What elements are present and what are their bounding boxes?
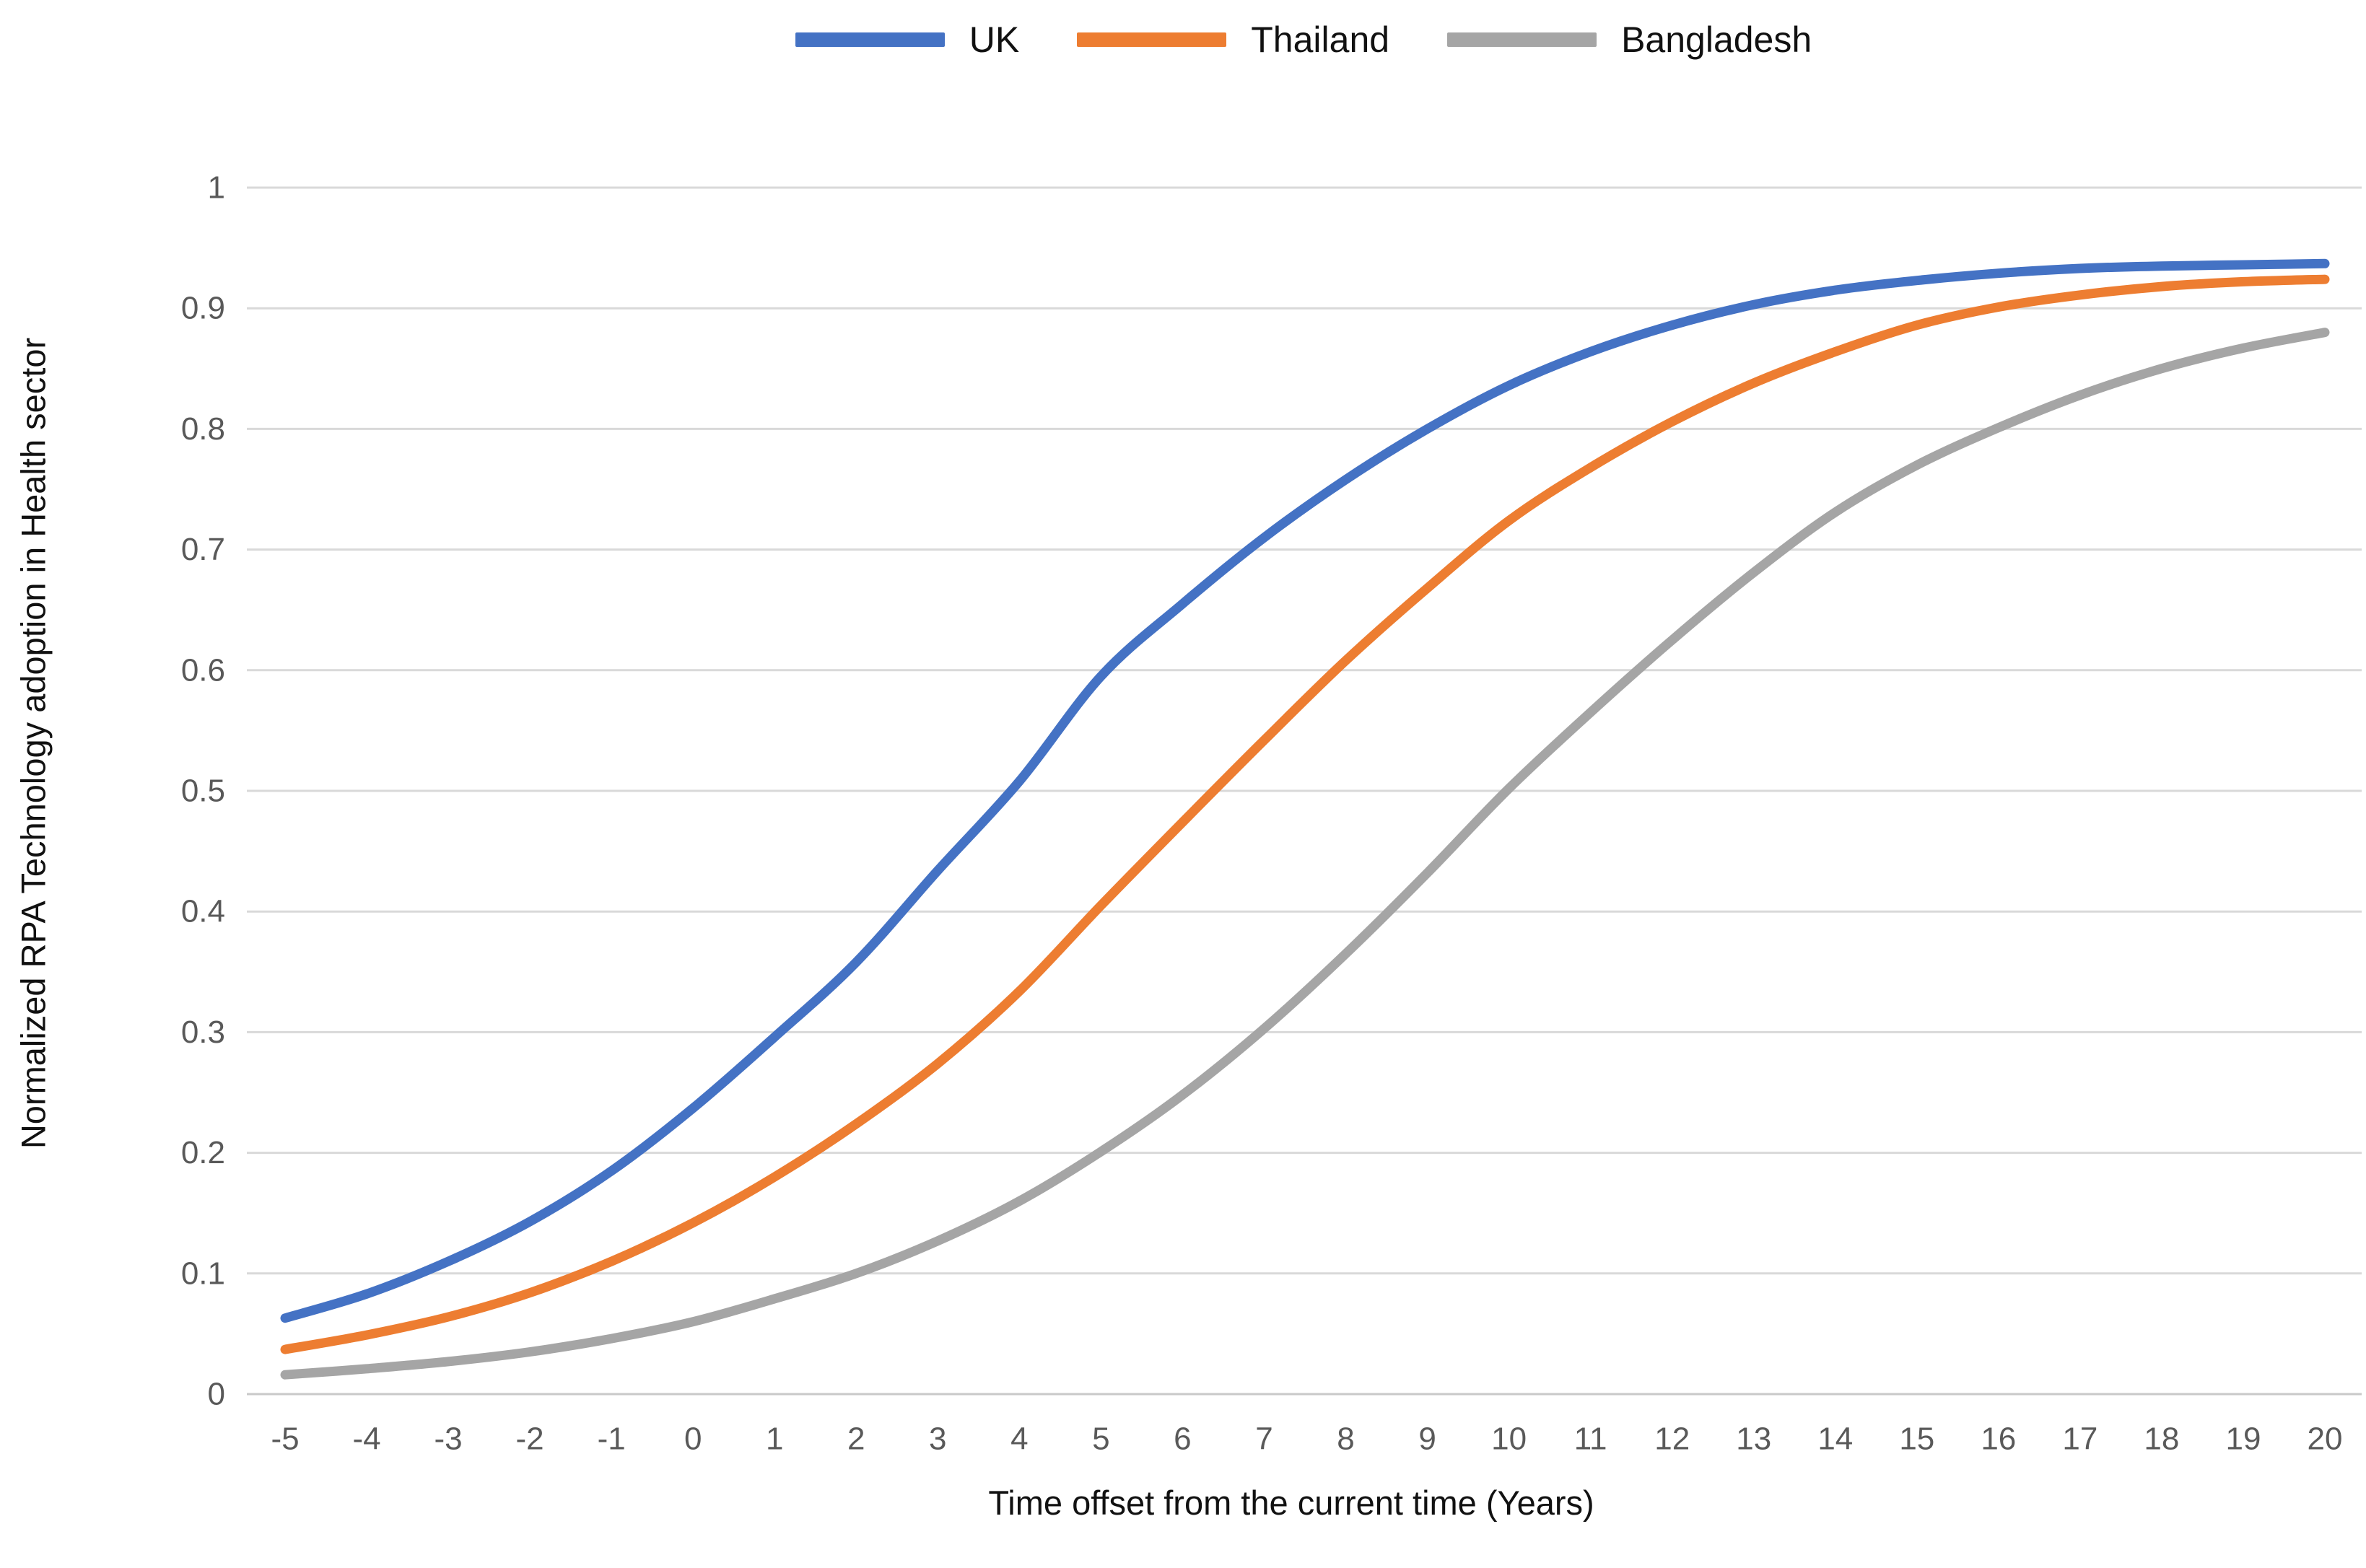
x-tick-label: 17 bbox=[2062, 1422, 2097, 1457]
x-tick-label: -5 bbox=[271, 1422, 299, 1457]
x-tick-label: 9 bbox=[1418, 1422, 1436, 1457]
x-axis-title: Time offset from the current time (Years… bbox=[988, 1484, 1594, 1522]
y-tick-label: 0.6 bbox=[181, 652, 225, 688]
x-tick-label: 5 bbox=[1092, 1422, 1109, 1457]
x-tick-label: 7 bbox=[1255, 1422, 1273, 1457]
legend-swatch-thailand-line-sample bbox=[1077, 32, 1227, 47]
y-tick-label: 0.4 bbox=[181, 894, 225, 929]
y-axis-title: Normalized RPA Technology adoption in He… bbox=[14, 337, 53, 1149]
legend-label-bangladesh: Bangladesh bbox=[1621, 19, 1812, 60]
legend-item-thailand: Thailand bbox=[1077, 22, 1389, 58]
legend-swatch-uk-line-sample bbox=[795, 32, 945, 47]
x-tick-label: 3 bbox=[929, 1422, 946, 1457]
x-tick-label: 2 bbox=[847, 1422, 865, 1457]
x-tick-label: 18 bbox=[2144, 1422, 2179, 1457]
x-tick-label: 20 bbox=[2308, 1422, 2343, 1457]
x-tick-label: 4 bbox=[1010, 1422, 1028, 1457]
tick-labels-layer: 0 0.1 0.2 0.3 0.4 0.5 0.6 0.7 0.8 0.9 1 -5 -4 -3 -2 -1 0… bbox=[181, 170, 2343, 1457]
legend: UK Thailand Bangladesh bbox=[121, 7, 2366, 72]
x-tick-label: 8 bbox=[1337, 1422, 1354, 1457]
x-tick-label: -1 bbox=[598, 1422, 626, 1457]
x-tick-label: 6 bbox=[1174, 1422, 1191, 1457]
series-line-bangladesh bbox=[280, 328, 2330, 1380]
x-tick-label: -4 bbox=[352, 1422, 380, 1457]
x-tick-label: 10 bbox=[1491, 1422, 1527, 1457]
x-tick-label: 1 bbox=[766, 1422, 783, 1457]
x-tick-label: 19 bbox=[2226, 1422, 2261, 1457]
y-tick-label: 0.2 bbox=[181, 1135, 225, 1170]
y-tick-label: 0.7 bbox=[181, 532, 225, 567]
x-tick-label: 12 bbox=[1654, 1422, 1690, 1457]
legend-label-thailand: Thailand bbox=[1251, 19, 1390, 60]
x-tick-label: 15 bbox=[1899, 1422, 1934, 1457]
legend-item-bangladesh: Bangladesh bbox=[1447, 22, 1812, 58]
legend-item-uk: UK bbox=[795, 22, 1019, 58]
y-tick-label: 1 bbox=[208, 170, 225, 206]
x-tick-label: -2 bbox=[516, 1422, 544, 1457]
x-tick-label: -3 bbox=[435, 1422, 463, 1457]
series-lines-layer bbox=[280, 258, 2330, 1380]
series-line-uk bbox=[280, 258, 2330, 1323]
x-tick-label: 14 bbox=[1817, 1422, 1853, 1457]
y-tick-label: 0.1 bbox=[181, 1256, 225, 1291]
y-tick-label: 0.8 bbox=[181, 411, 225, 447]
series-line-thailand bbox=[280, 274, 2330, 1354]
y-tick-label: 0.3 bbox=[181, 1015, 225, 1050]
y-tick-label: 0.9 bbox=[181, 291, 225, 326]
x-tick-label: 0 bbox=[684, 1422, 702, 1457]
legend-swatch-bangladesh-line-sample bbox=[1447, 32, 1597, 47]
x-tick-label: 11 bbox=[1574, 1422, 1607, 1457]
legend-label-uk: UK bbox=[969, 19, 1020, 60]
x-tick-label: 13 bbox=[1736, 1422, 1771, 1457]
y-tick-label: 0 bbox=[208, 1377, 225, 1412]
gridlines-layer bbox=[247, 186, 2362, 1396]
x-tick-label: 16 bbox=[1981, 1422, 2016, 1457]
y-tick-label: 0.5 bbox=[181, 774, 225, 809]
